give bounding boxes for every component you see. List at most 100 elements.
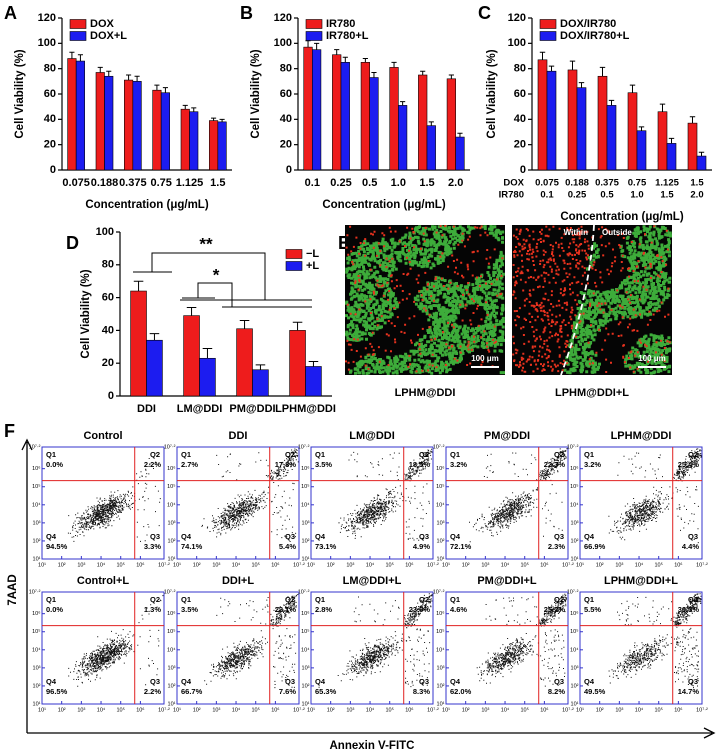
quadrant-name: Q1 (450, 595, 460, 604)
y-tick-label: 10¹ (437, 701, 445, 707)
event-cloud (67, 452, 161, 542)
quadrant-name: Q1 (181, 450, 191, 459)
x-tick-label: 10² (327, 707, 335, 713)
y-tick-label: 40 (44, 113, 56, 125)
quadrant-percent: 66.7% (181, 687, 203, 696)
quadrant-name: Q4 (450, 532, 461, 541)
plot-frame (310, 446, 434, 560)
quadrant-name: Q3 (285, 677, 295, 686)
quadrant-percent: 3.3% (144, 542, 161, 551)
legend-swatch (69, 19, 87, 29)
error-bar (97, 66, 103, 73)
quadrant-name: Q3 (419, 532, 429, 541)
x-tick-label: 10⁵ (386, 706, 394, 713)
quadrant-percent: 23.6% (409, 605, 431, 614)
quadrant-name: Q1 (181, 595, 191, 604)
y-tick-label: 10³ (33, 520, 41, 526)
x-row-label: IR780 (499, 190, 524, 201)
y-tick-label: 10¹ (437, 556, 445, 562)
event-cloud (608, 593, 702, 689)
panel-letter: D (66, 233, 79, 253)
y-axis-label: Cell Viability (%) (14, 49, 26, 138)
bar (666, 143, 677, 171)
quadrant-name: Q2 (554, 450, 564, 459)
error-bar (578, 82, 585, 88)
y-tick-label: 10³ (571, 520, 579, 526)
quadrant-percent: 94.5% (46, 542, 68, 551)
x-tick-label: 10⁵ (386, 561, 394, 568)
x-tick-label: 0.075 (62, 177, 90, 189)
quadrant-name: Q2 (419, 450, 429, 459)
y-tick-label: 10³ (437, 520, 445, 526)
bar (597, 75, 608, 171)
y-tick-label: 10² (437, 538, 445, 544)
y-tick-label: 10⁴ (32, 646, 41, 653)
image-label: LPHM@DDI (395, 387, 456, 399)
quadrant-percent: 25.4% (678, 460, 700, 469)
quadrant-name: Q2 (285, 595, 295, 604)
quadrant-name: Q4 (181, 532, 192, 541)
quadrant-name: Q1 (584, 595, 594, 604)
x-tick-label: 10⁴ (232, 561, 241, 568)
bar (152, 89, 162, 171)
error-bar (668, 137, 675, 144)
cell-stain-red (345, 225, 504, 373)
x-tick-label: 0.375 (595, 178, 619, 189)
legend-label: IR780 (326, 18, 355, 30)
x-tick-label: 0.375 (119, 177, 147, 189)
y-tick-label: 0 (50, 164, 56, 176)
y-tick-label: 80 (102, 259, 114, 271)
y-tick-label: 10⁷·² (433, 588, 445, 595)
legend-label: IR780+L (326, 30, 369, 42)
panel-letter: F (4, 421, 15, 441)
y-tick-label: 10¹ (33, 701, 41, 707)
bar (189, 111, 199, 171)
quadrant-percent: 5.4% (279, 542, 296, 551)
y-tick-label: 80 (44, 63, 56, 75)
x-tick-label: 10³ (77, 562, 85, 568)
y-tick-label: 120 (274, 12, 292, 24)
y-axis-label: 7AAD (7, 574, 19, 605)
legend-label: DOX (90, 18, 115, 30)
y-tick-label: 10⁴ (570, 501, 579, 508)
x-tick-label: 10⁷·² (158, 561, 170, 568)
x-tick-label: 10⁴ (366, 561, 375, 568)
quadrant-name: Q3 (150, 677, 160, 686)
x-tick-label: 10² (193, 562, 201, 568)
region-label: Within (564, 228, 588, 237)
x-tick-label: 10² (327, 562, 335, 568)
x-tick-label: 2.0 (448, 177, 463, 189)
x-tick-label: 10⁵ (655, 706, 663, 713)
y-tick-label: 10⁶ (570, 610, 578, 617)
quadrant-percent: 8.2% (548, 687, 565, 696)
x-tick-label: 1.5 (419, 177, 434, 189)
bar (305, 366, 322, 397)
x-tick-label: 10⁵ (521, 561, 529, 568)
x-tick-label: 10⁵ (252, 561, 260, 568)
quadrant-percent: 3.2% (450, 460, 467, 469)
error-bar (106, 70, 112, 77)
error-bar (548, 65, 555, 72)
x-tick-label: 10⁶ (136, 706, 144, 713)
quadrant-percent: 0.0% (46, 460, 63, 469)
bar (312, 49, 322, 171)
y-tick-label: 10⁷·² (29, 588, 41, 595)
x-tick-label: 0.188 (91, 177, 119, 189)
y-tick-label: 0 (286, 164, 292, 176)
plot-frame (41, 446, 165, 560)
bar (340, 62, 350, 171)
y-tick-label: 10² (168, 683, 176, 689)
quadrant-name: Q1 (315, 595, 325, 604)
quadrant-name: Q3 (554, 677, 564, 686)
quadrant-percent: 73.1% (315, 542, 337, 551)
y-tick-label: 100 (274, 37, 292, 49)
y-tick-label: 10⁴ (167, 501, 176, 508)
y-tick-label: 10⁶ (167, 610, 175, 617)
quadrant-percent: 62.0% (450, 687, 472, 696)
y-tick-label: 10⁷·² (164, 443, 176, 450)
x-tick-label: 10³ (481, 707, 489, 713)
region-label: Outside (602, 228, 632, 237)
event-cloud (608, 448, 702, 544)
error-bar (334, 49, 340, 55)
y-tick-label: 10⁷·² (567, 443, 579, 450)
